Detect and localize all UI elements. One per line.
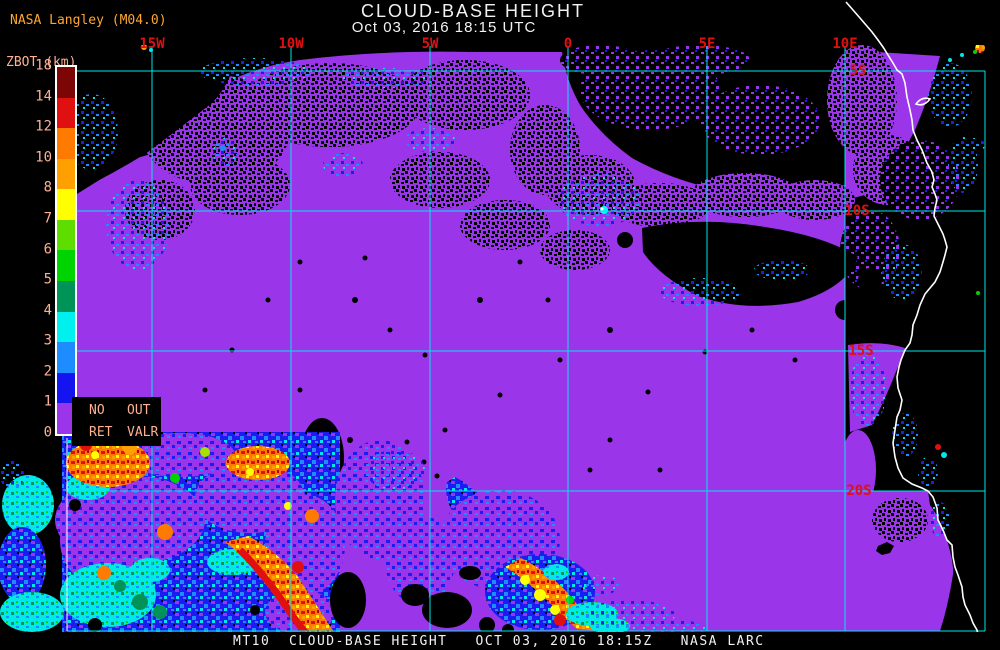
colorbar-tick-label: 3 <box>43 332 52 349</box>
lon-label-5e: 5E <box>698 36 716 52</box>
colorbar-segment <box>57 128 75 159</box>
colorbar-tick-label: 14 <box>35 88 52 105</box>
timestamp-subtitle: Oct 03, 2016 18:15 UTC <box>351 19 537 36</box>
page-title: CLOUD-BASE HEIGHT <box>360 1 586 21</box>
footer-bar <box>0 632 1000 650</box>
legend-ret: RET <box>89 425 113 440</box>
legend-out: OUT <box>127 403 151 418</box>
legend-no: NO <box>89 403 105 418</box>
map-data-layer <box>0 45 1000 632</box>
colorbar-segment <box>57 342 75 373</box>
colorbar-segment <box>57 97 75 129</box>
lon-label-0: 0 <box>563 36 573 52</box>
lat-label-5s: 5S <box>849 63 867 79</box>
lon-label-5w: 5W <box>421 36 439 52</box>
colorbar-tick-label: 18 <box>35 57 52 74</box>
no-retrieval-legend: NO OUT RET VALR <box>72 397 161 446</box>
coastal-lagoon <box>914 97 932 106</box>
lat-label-10s: 10S <box>844 203 870 219</box>
colorbar-tick-label: 4 <box>43 302 52 319</box>
colorbar-segment <box>57 372 75 404</box>
colorbar-segment <box>57 189 75 220</box>
lat-label-20s: 20S <box>846 483 872 499</box>
high-cloud-region-southwest <box>0 432 455 632</box>
clear-zone-speckle <box>560 45 960 290</box>
colorbar-tick-label: 8 <box>43 180 52 197</box>
colorbar <box>55 65 77 436</box>
colorbar-segment <box>57 67 75 98</box>
lat-lon-grid <box>67 46 986 632</box>
lon-label-10e: 10E <box>832 36 858 52</box>
colorbar-tick-label: 1 <box>43 394 52 411</box>
colorbar-segment <box>57 158 75 190</box>
colorbar-tick-label: 10 <box>35 149 52 166</box>
lon-label-15w: 15W <box>139 36 165 52</box>
colorbar-tick-label: 7 <box>43 210 52 227</box>
colorbar-segment <box>57 250 75 282</box>
agency-credit: NASA Langley (M04.0) <box>10 13 167 28</box>
colorbar-segment <box>57 219 75 251</box>
footer-caption: MT10 CLOUD-BASE HEIGHT OCT 03, 2016 18:1… <box>233 634 765 649</box>
legend-valr: VALR <box>127 425 159 440</box>
colorbar-segment <box>57 403 75 434</box>
colorbar-segment <box>57 281 75 312</box>
colorbar-ticks: 18 14 12 10 8 7 6 5 4 3 2 1 0 <box>0 0 52 650</box>
scattered-cloud-specks <box>66 45 985 538</box>
colorbar-segment <box>57 311 75 343</box>
lon-label-10w: 10W <box>278 36 304 52</box>
colorbar-tick-label: 2 <box>43 363 52 380</box>
lat-label-15s: 15S <box>848 343 874 359</box>
coastline <box>845 1 981 650</box>
colorbar-tick-label: 6 <box>43 241 52 258</box>
colorbar-tick-label: 12 <box>35 118 52 135</box>
colorbar-tick-label: 5 <box>43 271 52 288</box>
colorbar-tick-label: 0 <box>43 424 52 441</box>
